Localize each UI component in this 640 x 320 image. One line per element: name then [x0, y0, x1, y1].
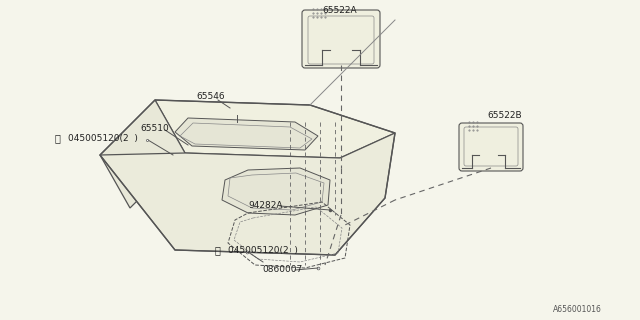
Polygon shape: [100, 100, 185, 208]
Text: A656001016: A656001016: [553, 305, 602, 314]
Text: 65510: 65510: [140, 124, 169, 132]
Text: 65522A: 65522A: [322, 5, 356, 14]
FancyBboxPatch shape: [228, 104, 246, 116]
Polygon shape: [175, 118, 318, 150]
Text: 65522B: 65522B: [487, 110, 522, 119]
FancyBboxPatch shape: [459, 123, 523, 171]
Text: 045005120(2  ): 045005120(2 ): [228, 245, 298, 254]
Polygon shape: [100, 133, 395, 255]
Text: 0860007: 0860007: [262, 266, 302, 275]
FancyBboxPatch shape: [302, 10, 380, 68]
Text: Ⓢ: Ⓢ: [215, 245, 221, 255]
Text: 045005120(2  ): 045005120(2 ): [68, 133, 138, 142]
Text: 94282A: 94282A: [248, 201, 282, 210]
Polygon shape: [155, 100, 395, 158]
Text: Ⓢ: Ⓢ: [55, 133, 61, 143]
Polygon shape: [222, 168, 330, 215]
Text: 65546: 65546: [196, 92, 225, 100]
